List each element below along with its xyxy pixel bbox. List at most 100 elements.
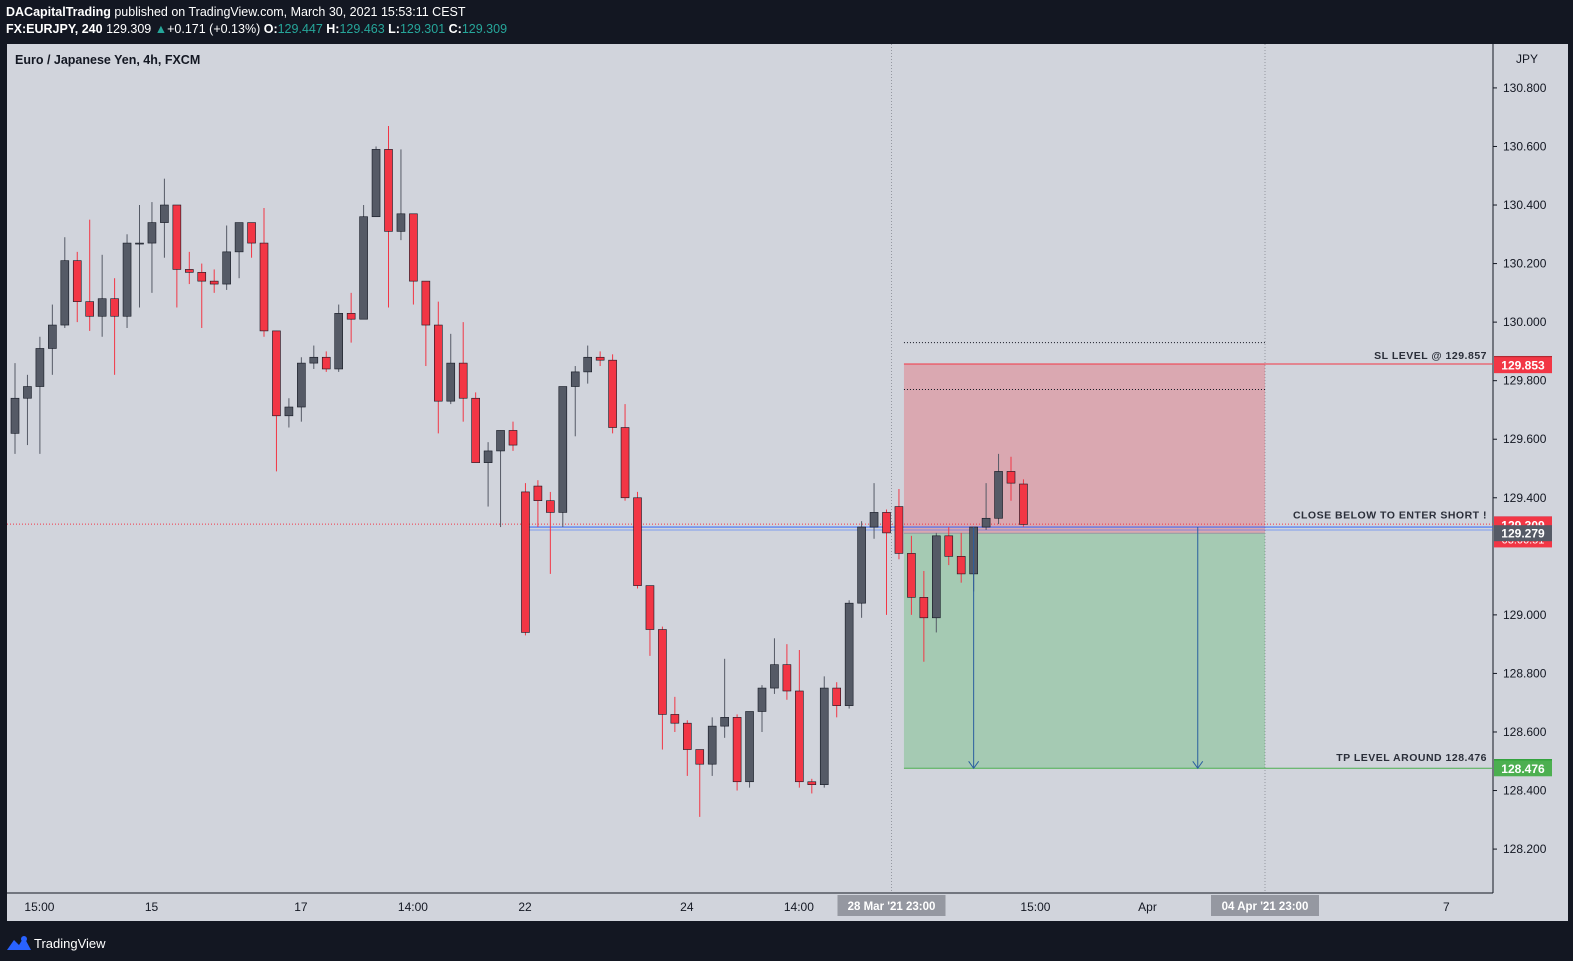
footer-bar: TradingView xyxy=(0,925,1573,961)
candle xyxy=(135,205,144,308)
candle xyxy=(994,453,1003,525)
candle-body xyxy=(234,222,244,253)
x-highlight-tag: 04 Apr '21 23:00 xyxy=(1211,895,1319,916)
chart-header: DACapitalTrading published on TradingVie… xyxy=(0,0,1573,44)
candle xyxy=(160,178,169,258)
candle-body xyxy=(595,356,605,361)
candle xyxy=(695,749,705,817)
candle xyxy=(122,234,132,328)
candle-body xyxy=(309,356,319,364)
candle-body xyxy=(35,348,45,387)
candle xyxy=(782,644,792,700)
candle-body xyxy=(446,362,456,402)
candle xyxy=(458,322,468,422)
close-label: C: xyxy=(448,22,462,36)
candle-body xyxy=(795,690,804,783)
chart-area[interactable]: Euro / Japanese Yen, 4h, FXCM JPY 130.800 1… xyxy=(0,44,1573,925)
candle-body xyxy=(359,216,368,320)
candle-body xyxy=(110,298,119,317)
candle xyxy=(35,336,45,454)
candle xyxy=(409,213,418,305)
candle-body xyxy=(72,260,82,302)
candle-body xyxy=(1019,483,1028,525)
candle-body xyxy=(297,362,306,408)
tradingview-brand[interactable]: TradingView xyxy=(34,936,106,951)
x-tick-label: 14:00 xyxy=(398,900,428,914)
candle-body xyxy=(707,725,717,765)
x-highlight-box xyxy=(1211,895,1319,916)
candle xyxy=(869,483,879,539)
candle xyxy=(570,366,580,437)
author-name[interactable]: DACapitalTrading xyxy=(6,5,111,19)
candle-body xyxy=(1006,471,1016,484)
candle xyxy=(633,491,642,589)
candle xyxy=(682,720,692,776)
candle xyxy=(521,483,530,636)
level-label: SL LEVEL @ 129.857 xyxy=(1374,350,1487,362)
candle-body xyxy=(185,269,194,273)
candle-body xyxy=(160,204,169,223)
symbol-label: FX:EURJPY, 240 xyxy=(6,22,103,36)
candle xyxy=(321,351,331,372)
candle xyxy=(421,280,431,367)
candle xyxy=(807,778,817,794)
candle xyxy=(10,363,20,454)
candle xyxy=(60,237,70,328)
price-tag-text: 128.476 xyxy=(1501,762,1545,776)
candle-body xyxy=(882,512,891,534)
candle xyxy=(334,304,344,372)
candle xyxy=(185,251,194,285)
candle-body xyxy=(48,324,57,349)
tradingview-logo-icon[interactable] xyxy=(6,934,32,952)
candle xyxy=(595,351,605,367)
candle xyxy=(907,535,916,615)
candle-body xyxy=(533,485,543,502)
arrow-down-icon xyxy=(968,760,980,770)
high-label: H: xyxy=(326,22,340,36)
y-tick-label: 128.400 xyxy=(1503,784,1547,798)
candle-body xyxy=(334,313,344,370)
candle-body xyxy=(546,500,555,513)
candle-body xyxy=(832,687,842,706)
y-tick-label: 129.400 xyxy=(1503,491,1547,505)
candle-body xyxy=(931,535,941,619)
candle xyxy=(446,333,456,405)
candle xyxy=(85,219,94,331)
candle xyxy=(97,254,107,337)
candle-body xyxy=(720,717,729,727)
candle-body xyxy=(209,280,219,285)
candle xyxy=(496,430,505,528)
price-tag: 129.279 xyxy=(1494,525,1552,542)
candle-body xyxy=(608,359,617,428)
candle xyxy=(483,442,493,507)
candle-body xyxy=(471,397,480,463)
candle-body xyxy=(222,251,231,285)
candle-body xyxy=(907,553,916,598)
candle xyxy=(272,330,281,472)
x-tick-label: 14:00 xyxy=(784,900,814,914)
price-tag: 128.476 xyxy=(1494,760,1552,777)
open-value: 129.447 xyxy=(277,22,323,36)
triangle-up-icon: ▲ xyxy=(154,22,168,36)
candle-body xyxy=(60,260,70,326)
candle-body xyxy=(807,781,817,785)
candle xyxy=(72,251,82,323)
candle-body xyxy=(496,430,505,452)
candlestick-chart[interactable]: Euro / Japanese Yen, 4h, FXCM JPY 130.800 1… xyxy=(0,44,1573,925)
candle xyxy=(558,386,568,528)
candle-body xyxy=(869,512,879,528)
candle xyxy=(857,521,866,618)
x-tick-label: 15 xyxy=(145,900,159,914)
candle xyxy=(956,532,966,583)
candle xyxy=(658,626,667,750)
candle xyxy=(384,125,393,308)
x-highlight-box xyxy=(837,895,946,916)
candle-body xyxy=(384,149,393,232)
candle-body xyxy=(583,356,593,373)
candle xyxy=(346,292,356,343)
candle xyxy=(894,488,904,560)
open-label: O: xyxy=(263,22,278,36)
y-tick-label: 130.200 xyxy=(1503,257,1547,271)
candle-body xyxy=(10,397,20,434)
chart-title: Euro / Japanese Yen, 4h, FXCM xyxy=(15,53,200,67)
